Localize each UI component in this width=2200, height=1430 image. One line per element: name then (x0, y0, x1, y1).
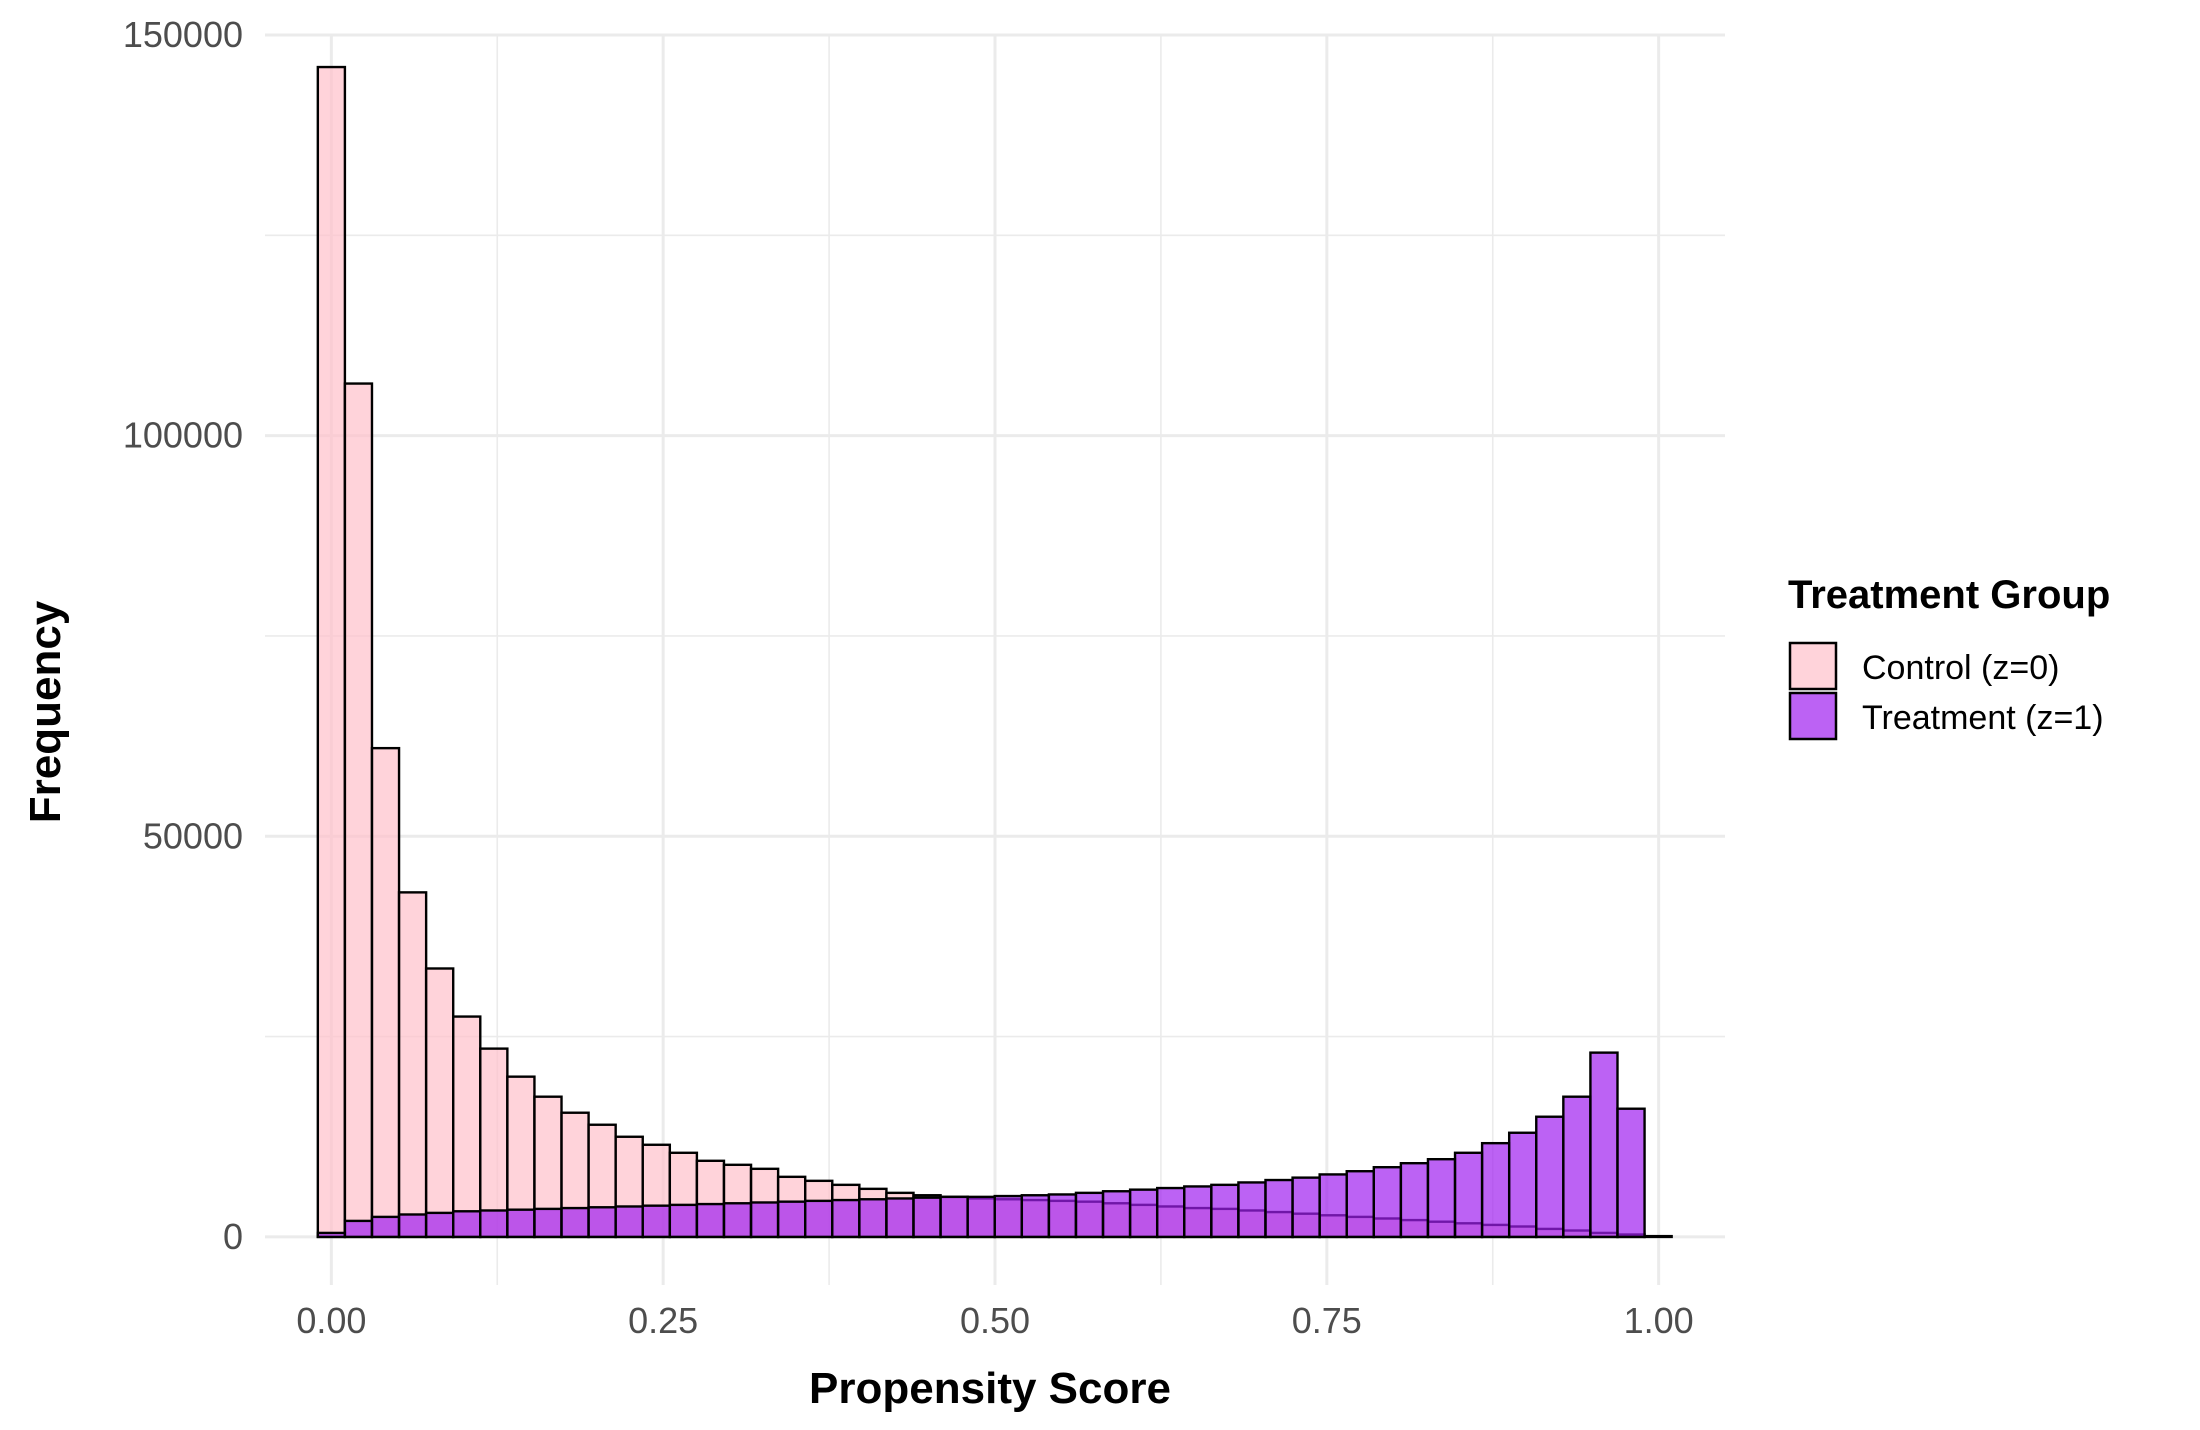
y-axis-ticks: 0 50000 100000 150000 (123, 14, 243, 1257)
legend-title: Treatment Group (1788, 573, 2110, 617)
control-bar (397, 891, 428, 1239)
treatment-bar (316, 1231, 347, 1239)
x-tick-label: 0.25 (628, 1300, 698, 1341)
treatment-bar (1589, 1051, 1619, 1239)
treatment-bar (1210, 1183, 1240, 1239)
treatment-bar (722, 1202, 753, 1239)
treatment-bar (776, 1200, 807, 1239)
treatment-bar (695, 1202, 726, 1239)
treatment-bar (1128, 1188, 1159, 1239)
treatment-bar (1562, 1095, 1592, 1239)
control-bar (424, 967, 455, 1239)
treatment-bar (804, 1199, 834, 1239)
treatment-bar (614, 1205, 644, 1239)
control-bar (479, 1047, 509, 1239)
treatment-bar (506, 1208, 536, 1239)
treatment-bar (831, 1198, 861, 1239)
treatment-bar (370, 1215, 401, 1239)
treatment-bar (858, 1198, 888, 1239)
legend: Treatment Group Control (z=0) Treatment … (1788, 573, 2110, 741)
treatment-bar (641, 1204, 672, 1239)
x-tick-label: 0.00 (296, 1300, 366, 1341)
y-tick-label: 150000 (123, 14, 243, 55)
x-tick-label: 0.50 (960, 1300, 1030, 1341)
y-tick-label: 0 (223, 1216, 243, 1257)
treatment-bar (1535, 1115, 1565, 1239)
treatment-bar (885, 1197, 915, 1239)
treatment-bar (1318, 1173, 1348, 1239)
treatment-bar (1264, 1178, 1294, 1239)
y-tick-label: 100000 (123, 415, 243, 456)
treatment-series (316, 1051, 1646, 1239)
treatment-bar (912, 1196, 942, 1239)
treatment-bar (1345, 1170, 1376, 1239)
treatment-bar (1507, 1131, 1538, 1239)
y-tick-label: 50000 (143, 815, 243, 856)
treatment-bar (452, 1210, 482, 1239)
x-tick-label: 1.00 (1624, 1300, 1694, 1341)
treatment-bar (397, 1213, 428, 1239)
treatment-bar (993, 1194, 1024, 1239)
treatment-bar (587, 1206, 617, 1239)
y-axis-title: Frequency (21, 600, 70, 823)
legend-label-control: Control (z=0) (1862, 649, 2059, 687)
legend-label-treatment: Treatment (z=1) (1862, 699, 2104, 737)
control-bar (316, 65, 347, 1239)
treatment-bar (1074, 1191, 1105, 1239)
treatment-bar (1237, 1181, 1267, 1239)
treatment-bar (533, 1207, 563, 1239)
treatment-bar (1399, 1162, 1430, 1239)
treatment-bar (560, 1206, 590, 1239)
treatment-bar (479, 1209, 509, 1239)
legend-swatch-treatment (1788, 691, 1838, 741)
treatment-bar (1155, 1186, 1186, 1239)
treatment-bar (939, 1195, 969, 1239)
control-bar (1643, 1234, 1673, 1239)
treatment-bar (343, 1219, 374, 1239)
control-bar (452, 1015, 482, 1239)
x-axis-ticks: 0.00 0.25 0.50 0.75 1.00 (296, 1300, 1693, 1341)
legend-swatch-control (1788, 641, 1838, 691)
treatment-bar (1480, 1141, 1511, 1239)
treatment-bar (1291, 1176, 1321, 1239)
treatment-bar (1372, 1166, 1403, 1239)
control-bar (343, 382, 374, 1239)
treatment-bar (1426, 1157, 1457, 1239)
control-bar (370, 746, 401, 1239)
treatment-bar (1101, 1190, 1132, 1239)
treatment-bar (1453, 1151, 1484, 1239)
treatment-bar (424, 1211, 455, 1239)
treatment-bar (1020, 1194, 1051, 1239)
treatment-bar (1047, 1193, 1078, 1239)
x-axis-title: Propensity Score (809, 1364, 1171, 1413)
treatment-bar (668, 1203, 699, 1239)
x-tick-label: 0.75 (1292, 1300, 1362, 1341)
treatment-bar (966, 1195, 996, 1239)
treatment-bar (749, 1201, 780, 1239)
treatment-bar (1183, 1185, 1213, 1239)
treatment-bar (1616, 1107, 1646, 1239)
